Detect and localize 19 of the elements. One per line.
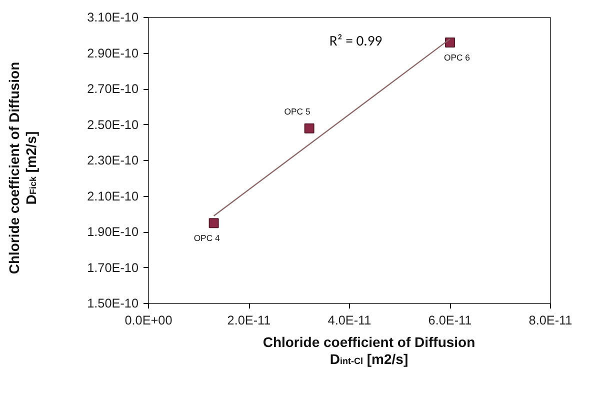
annotation: R² = 0.99 [329,32,382,50]
annotation: OPC 5 [284,106,310,116]
x-tick-label: 4.0E-11 [328,314,372,328]
y-tick-label: 2.10E-10 [87,189,139,204]
y-tick-label: 2.30E-10 [87,154,139,168]
y-tick-label: 2.50E-10 [87,118,139,132]
y-tick-label: 1.90E-10 [87,225,139,239]
y-tick-label: 1.50E-10 [87,296,139,310]
x-axis-title: Chloride coefficient of Diffusion Dint-Cl [m2/s] [262,334,476,369]
x-tick-label: 6.0E-11 [428,314,472,328]
annotation: OPC 6 [444,52,470,63]
x-tick-label: 2.0E-11 [227,314,271,328]
x-tick-label: 8.0E-11 [528,314,572,328]
y-tick-label: 2.90E-10 [87,46,139,60]
y-tick-label: 2.70E-10 [87,82,139,96]
annotation: OPC 4 [194,233,220,244]
x-tick-label: 0.0E+00 [124,314,172,328]
y-tick-label: 1.70E-10 [87,260,139,275]
y-tick-label: 3.10E-10 [87,10,139,24]
